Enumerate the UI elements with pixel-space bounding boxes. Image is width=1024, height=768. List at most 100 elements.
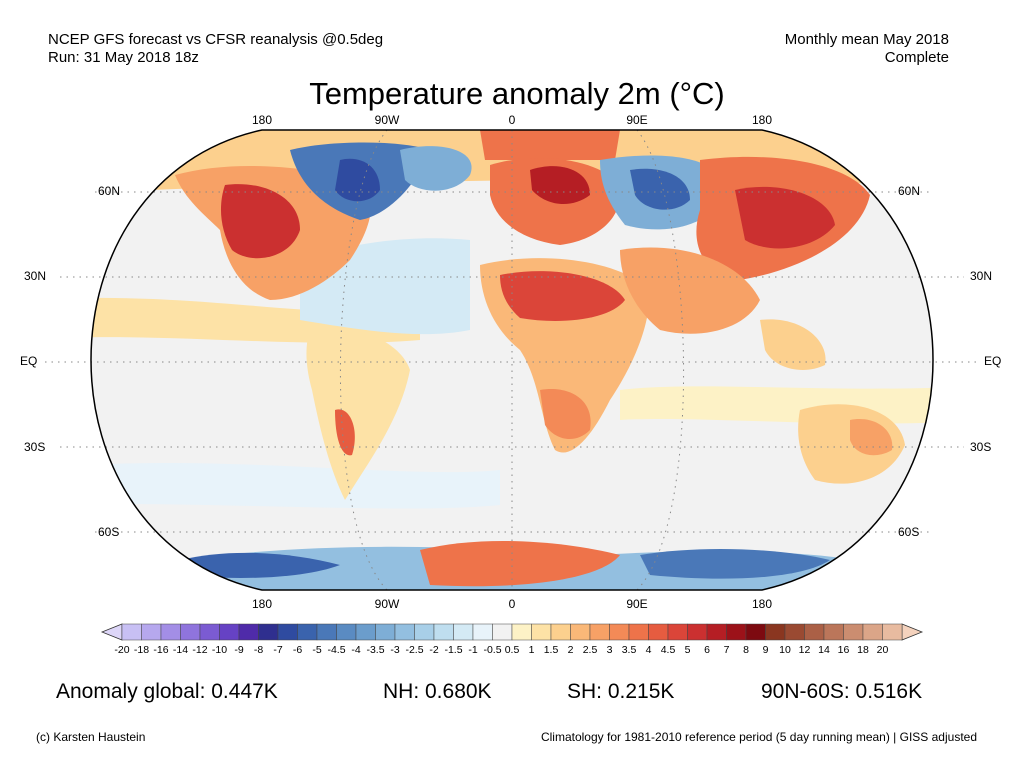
period-info-line: Monthly mean May 2018 [784,31,949,48]
lon-label-top-90w: 90W [374,113,400,127]
colorbar-tick-label: -4.5 [327,644,345,656]
scandinavia-hotspot [530,166,590,205]
colorbar-swatch [433,623,454,641]
colorbar-swatch [160,623,181,641]
colorbar-tick-label: -3.5 [366,644,384,656]
colorbar-tick-label: -7 [273,644,282,656]
antarctic-cold-west [180,552,340,578]
colorbar-tick-label: -2.5 [405,644,423,656]
lat-label-right-30n: 30N [970,269,993,283]
map-title: Temperature anomaly 2m (°C) [309,76,725,111]
colorbar-tick-label: -20 [114,644,129,656]
colorbar-tick-label: -9 [234,644,243,656]
canada-cold-core [335,158,380,202]
colorbar-tick-label: 10 [779,644,791,656]
colorbar-swatch [628,623,649,641]
colorbar-swatch [219,623,240,641]
colorbar-swatch [394,623,415,641]
colorbar-tick-label: 0.5 [505,644,520,656]
colorbar-tick-label: -6 [293,644,302,656]
colorbar-swatch [726,623,747,641]
colorbar-tick-label: -16 [153,644,168,656]
colorbar-tick-label: 2 [568,644,574,656]
lat-label-left-30n: 30N [24,269,47,283]
model-info-line: NCEP GFS forecast vs CFSR reanalysis @0.… [48,31,384,48]
east-asia-hotspot [735,186,835,249]
colorbar-tick-label: 20 [877,644,889,656]
arctic-hotspot [480,130,620,160]
colorbar-swatch [765,623,786,641]
colorbar-tick-label: -8 [254,644,263,656]
colorbar-tick-label: -14 [173,644,188,656]
colorbar-swatch [180,623,201,641]
antarctic-warm-center [420,540,620,587]
colorbar-swatch [297,623,318,641]
lon-label-top-0: 0 [508,113,516,127]
colorbar-tick-label: 1 [529,644,535,656]
west-siberia-cold-core [630,168,690,210]
lat-label-right-60s: 60S [898,525,920,539]
lon-label-bottom-180e: 180 [751,597,773,611]
greenland-cool [400,146,472,191]
colorbar-tick-label: -10 [212,644,227,656]
colorbar-tick-label: -0.5 [483,644,501,656]
south-asia [620,247,760,334]
colorbar-swatch [121,623,142,641]
australia-warm-core [850,419,893,456]
colorbar-swatch [784,623,805,641]
colorbar-swatch [531,623,552,641]
colorbar-tick-label: -5 [312,644,321,656]
south-america-hotspot [335,409,355,456]
colorbar-swatch [589,623,610,641]
southeast-asia [760,319,826,370]
colorbar-tick-label: 16 [838,644,850,656]
colorbar-swatch [453,623,474,641]
colorbar-swatch [492,623,513,641]
lat-label-right-30s: 30S [970,440,992,454]
colorbar-swatch [823,623,844,641]
colorbar-tick-label: -3 [390,644,399,656]
colorbar-swatch [141,623,162,641]
colorbar-tick-label: 7 [724,644,730,656]
sh-anomaly-value: SH: 0.215K [567,680,675,703]
colorbar-swatch [277,623,298,641]
colorbar-swatch [706,623,727,641]
colorbar-swatch [882,623,903,641]
lat-label-right-eq: EQ [984,354,1002,368]
colorbar-tick-label: 3.5 [622,644,637,656]
colorbar-swatch [843,623,864,641]
colorbar-tick-label: -2 [429,644,438,656]
colorbar-tick-label: 14 [818,644,830,656]
polar-anomaly-value: 90N-60S: 0.516K [761,680,923,703]
lon-label-bottom-90e: 90E [626,597,648,611]
colorbar-swatch [745,623,766,641]
status-info-line: Complete [884,49,949,66]
lon-label-top-90e: 90E [626,113,648,127]
colorbar-tick-label: 4 [646,644,652,656]
colorbar-swatch [472,623,493,641]
sahara-hotspot [500,271,625,321]
colorbar-tick-label: 5 [685,644,691,656]
colorbar-tick-label: -1.5 [444,644,462,656]
colorbar-lower-extend [100,623,123,641]
colorbar-swatch [687,623,708,641]
colorbar-swatch [258,623,279,641]
colorbar-swatch [570,623,591,641]
nh-anomaly-value: NH: 0.680K [383,680,492,703]
climatology-note: Climatology for 1981-2010 reference peri… [540,730,977,744]
lon-label-top-180e: 180 [751,113,773,127]
lat-label-left-eq: EQ [20,354,38,368]
global-anomaly-value: Anomaly global: 0.447K [56,680,278,703]
indian-ocean-warm-band [620,385,933,424]
colorbar-tick-label: 3 [607,644,613,656]
southern-africa-warm [540,389,591,440]
colorbar-tick-label: 1.5 [544,644,559,656]
copyright-text: (c) Karsten Haustein [36,730,146,744]
colorbar-tick-label: 6 [704,644,710,656]
antarctic-cold-east [640,548,830,579]
southern-cool-band [91,462,500,509]
lon-label-bottom-0: 0 [508,597,516,611]
colorbar-swatch [609,623,630,641]
colorbar-tick-label: -18 [134,644,149,656]
colorbar-tick-label: 18 [857,644,869,656]
